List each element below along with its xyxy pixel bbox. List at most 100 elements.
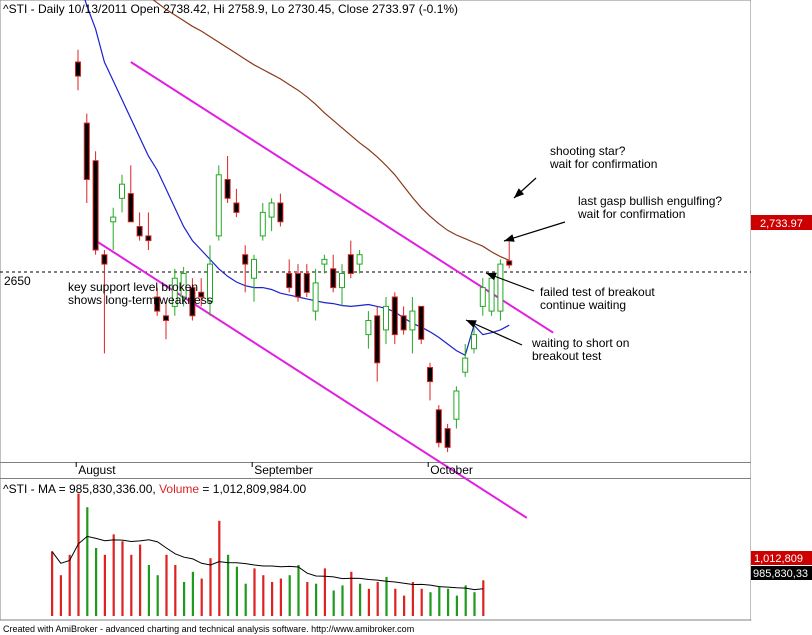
- last-price-label: 2,733.97: [760, 218, 803, 230]
- volume-bar-down: [165, 554, 168, 616]
- candle-up: [251, 254, 257, 302]
- candle-body: [497, 263, 504, 312]
- candle-down: [163, 301, 169, 340]
- candle-down: [444, 423, 451, 453]
- candle-body: [163, 315, 169, 321]
- volume-bar-up: [455, 595, 458, 616]
- candle-body: [435, 409, 442, 444]
- volume-bar-down: [376, 582, 379, 616]
- arrow-head: [486, 272, 497, 281]
- last-price-badge: [751, 215, 812, 230]
- volume-bar-down: [403, 595, 406, 616]
- candle-down: [127, 165, 134, 223]
- volume-bar-down: [367, 588, 370, 616]
- candle-up: [497, 259, 504, 321]
- candle-up: [215, 165, 222, 241]
- volume-bar-down: [218, 520, 221, 616]
- channel-lower-line: [95, 239, 528, 519]
- candle-up: [259, 203, 266, 241]
- candle-down: [189, 278, 196, 321]
- candle-body: [391, 296, 398, 336]
- volume-ma-badge: [751, 566, 812, 580]
- last-volume-label: 1,012,809: [754, 553, 803, 565]
- candle-body: [365, 320, 372, 336]
- candle-body: [145, 235, 152, 242]
- candle-up: [356, 250, 363, 274]
- month-label: October: [430, 463, 473, 477]
- candle-up: [479, 278, 486, 316]
- volume-bar-down: [253, 568, 256, 616]
- candle-body: [295, 273, 301, 298]
- candle-body: [303, 273, 310, 293]
- arrow-bullish-engulfing: [503, 221, 566, 242]
- candle-up: [383, 297, 389, 344]
- candle-body: [215, 174, 222, 237]
- candle-body: [330, 268, 337, 289]
- candle-up: [110, 207, 117, 250]
- candle-down: [224, 156, 231, 203]
- annotation-line: shows long-term weakness: [68, 293, 213, 307]
- candle-up: [312, 268, 319, 321]
- volume-bar-up: [147, 565, 150, 616]
- candle-up: [471, 325, 477, 354]
- volume-bar-up: [95, 548, 98, 616]
- candle-down: [286, 259, 293, 293]
- candle-down: [242, 245, 249, 293]
- volume-bar-down: [279, 578, 282, 616]
- ma-long-line: [152, 0, 510, 261]
- volume-bar-down: [112, 534, 115, 616]
- candle-down: [101, 250, 108, 354]
- volume-bar-up: [235, 566, 238, 616]
- candle-down: [400, 306, 407, 335]
- volume-bar-down: [103, 554, 106, 616]
- candle-down: [233, 188, 240, 218]
- annotation-failed-breakout: failed test of breakout continue waiting: [540, 285, 655, 312]
- candle-down: [418, 305, 425, 344]
- candle-up: [321, 254, 328, 274]
- footer-credit: Created with AmiBroker - advanced charti…: [3, 624, 414, 634]
- annotation-shooting-star: shooting star? wait for confirmation: [549, 144, 657, 171]
- candle-up: [207, 245, 213, 316]
- volume-ma-label: 985,830,33: [753, 568, 808, 580]
- annotation-line: waiting to short on: [531, 336, 629, 350]
- candle-down: [145, 212, 152, 250]
- candle-down: [374, 306, 381, 382]
- volume-bar-down: [262, 575, 265, 616]
- volume-bar-up: [473, 592, 476, 616]
- volume-bar-down: [420, 588, 423, 616]
- annotation-line: wait for confirmation: [577, 207, 685, 221]
- volume-bar-up: [332, 590, 335, 616]
- candle-up: [365, 311, 372, 349]
- candle-down: [136, 212, 143, 241]
- candle-body: [471, 334, 477, 350]
- candle-body: [259, 211, 266, 237]
- volume-bar-up: [447, 588, 450, 616]
- arrow-head: [514, 188, 525, 198]
- candle-body: [339, 273, 345, 289]
- volume-bar-up: [438, 587, 441, 616]
- volume-bar-down: [323, 568, 326, 616]
- candle-down: [92, 151, 99, 255]
- volume-bar-down: [271, 582, 274, 616]
- annotation-line: last gasp bullish engulfing?: [578, 194, 722, 208]
- candle-body: [207, 263, 213, 303]
- price-pane-title: ^STI - Daily 10/13/2011 Open 2738.42, Hi…: [3, 2, 458, 16]
- candle-down: [435, 405, 442, 448]
- arrow-shooting-star: [513, 177, 537, 199]
- candle-body: [479, 287, 486, 307]
- annotation-line: shooting star?: [550, 144, 626, 158]
- volume-bar-down: [121, 541, 124, 616]
- candle-body: [444, 428, 451, 448]
- candle-up: [119, 174, 125, 213]
- volume-title-prefix: ^STI - MA = 985,830,336.00,: [3, 482, 159, 496]
- candle-body: [189, 287, 196, 317]
- volume-bar-up: [183, 582, 186, 616]
- candle-body: [277, 202, 284, 223]
- candle-down: [277, 193, 284, 227]
- candle-body: [356, 254, 363, 265]
- volume-bar-up: [244, 583, 247, 616]
- candle-body: [224, 179, 231, 199]
- candle-body: [506, 260, 513, 266]
- volume-bar-down: [174, 565, 177, 616]
